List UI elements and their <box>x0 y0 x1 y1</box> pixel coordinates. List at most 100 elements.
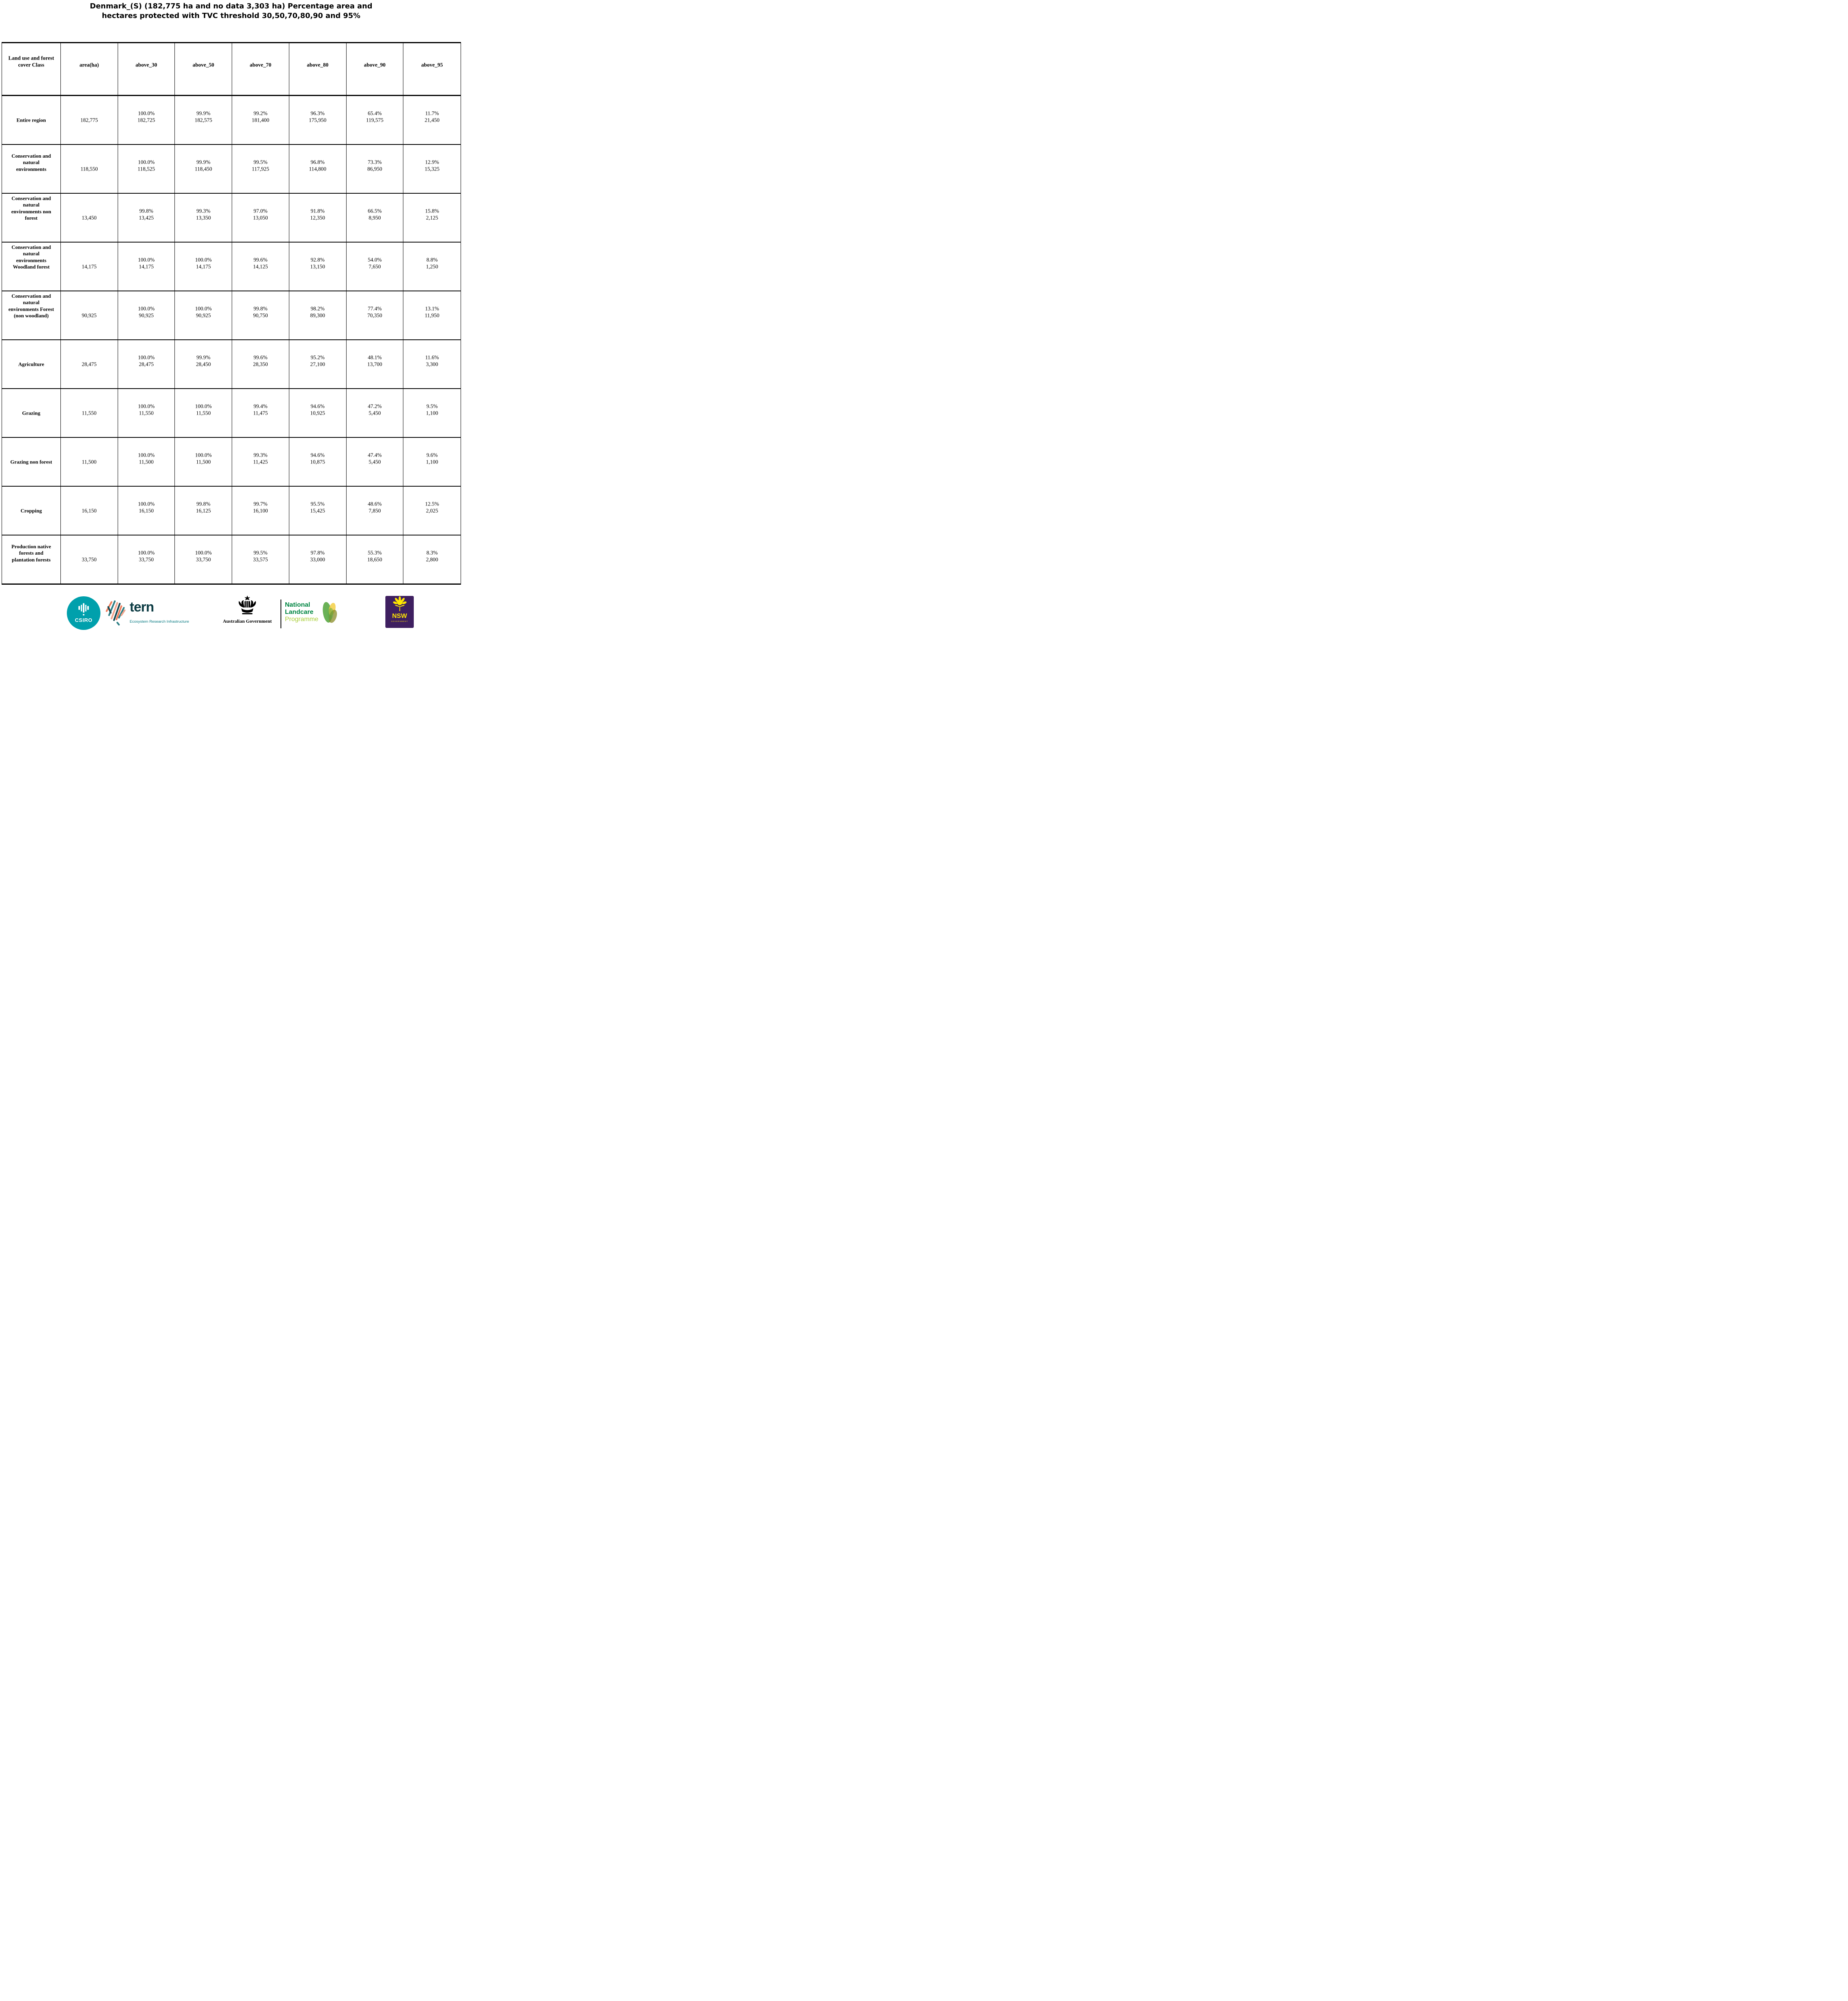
hectares-value: 1,250 <box>426 263 438 270</box>
percent-value: 99.8% <box>253 305 268 312</box>
hectares-value: 90,750 <box>253 312 268 319</box>
area-value: 16,150 <box>82 507 97 514</box>
percent-value: 100.0% <box>138 159 155 165</box>
tern-logo: tern Ecosystem Research Infrastructure <box>103 597 189 626</box>
threshold-cell: 92.8% 13,150 <box>289 243 347 291</box>
row-label-cell: Conservation and natural environments Fo… <box>2 291 61 339</box>
threshold-cell: 99.9% 182,575 <box>175 96 233 144</box>
area-value: 14,175 <box>82 263 97 270</box>
australian-government-logo: Australian Government <box>215 595 279 624</box>
column-header-label: above_80 <box>307 62 329 68</box>
area-cell: 13,450 <box>61 194 118 242</box>
threshold-values: 100.0% 14,175 <box>176 257 230 270</box>
hectares-value: 175,950 <box>309 117 327 123</box>
threshold-values: 96.8% 114,800 <box>291 159 345 172</box>
hectares-value: 90,925 <box>196 312 211 319</box>
threshold-values: 92.8% 13,150 <box>291 257 345 270</box>
threshold-cell: 11.6% 3,300 <box>403 340 461 388</box>
hectares-value: 7,850 <box>369 507 381 514</box>
threshold-cell: 77.4% 70,350 <box>347 291 404 339</box>
hectares-value: 12,350 <box>310 215 325 221</box>
threshold-values: 100.0% 11,500 <box>119 452 174 465</box>
hectares-value: 1,100 <box>426 410 438 416</box>
column-header-label: above_90 <box>364 62 386 68</box>
threshold-values: 99.3% 11,425 <box>233 452 288 465</box>
hectares-value: 13,425 <box>139 215 154 221</box>
hectares-value: 119,575 <box>366 117 384 123</box>
threshold-cell: 47.4% 5,450 <box>347 438 404 486</box>
threshold-values: 100.0% 90,925 <box>176 305 230 319</box>
threshold-cell: 47.2% 5,450 <box>347 389 404 437</box>
hectares-value: 15,425 <box>310 507 325 514</box>
csiro-label: CSIRO <box>75 617 92 623</box>
percent-value: 55.3% <box>367 549 382 556</box>
threshold-values: 100.0% 11,500 <box>176 452 230 465</box>
percent-value: 99.7% <box>253 501 268 507</box>
area-value: 118,550 <box>80 166 98 172</box>
threshold-values: 99.8% 13,425 <box>119 208 174 221</box>
hectares-value: 13,150 <box>310 263 325 270</box>
row-label-cell: Entire region <box>2 96 61 144</box>
threshold-values: 98.2% 89,300 <box>291 305 345 319</box>
percent-value: 100.0% <box>195 452 212 458</box>
threshold-cell: 95.5% 15,425 <box>289 487 347 535</box>
threshold-values: 100.0% 16,150 <box>119 501 174 514</box>
threshold-cell: 100.0% 90,925 <box>175 291 233 339</box>
land-use-table: Land use and forest cover Class area(ha) a… <box>2 42 461 585</box>
percent-value: 99.5% <box>253 549 268 556</box>
threshold-cell: 99.8% 16,125 <box>175 487 233 535</box>
threshold-values: 94.6% 10,925 <box>291 403 345 417</box>
csiro-dot-icon <box>83 614 84 616</box>
australia-map-icon <box>106 600 126 626</box>
percent-value: 73.3% <box>367 159 382 165</box>
row-label-cell: Conservation and natural environments <box>2 145 61 193</box>
table-row: Conservation and natural environments no… <box>2 193 461 242</box>
percent-value: 96.3% <box>311 110 325 116</box>
percent-value: 98.2% <box>311 305 325 312</box>
threshold-cell: 100.0% 14,175 <box>175 243 233 291</box>
column-header-3: above_50 <box>175 43 233 95</box>
percent-value: 12.9% <box>425 159 439 165</box>
nsw-government-logo: NSW GOVERNMENT <box>385 596 414 628</box>
percent-value: 8.3% <box>426 549 438 556</box>
hectares-value: 28,450 <box>196 361 211 367</box>
percent-value: 100.0% <box>138 501 155 507</box>
hectares-value: 33,000 <box>310 556 325 563</box>
percent-value: 11.7% <box>425 110 439 116</box>
table-row: Cropping 16,150 100.0% 16,150 99.8% 16,125 99.… <box>2 486 461 535</box>
threshold-values: 100.0% 14,175 <box>119 257 174 270</box>
hectares-value: 7,650 <box>369 263 381 270</box>
table-row: Grazing 11,550 100.0% 11,550 100.0% 11,550 99.… <box>2 388 461 437</box>
threshold-values: 77.4% 70,350 <box>348 305 402 319</box>
area-value: 13,450 <box>82 215 97 221</box>
percent-value: 100.0% <box>138 257 155 263</box>
hectares-value: 182,575 <box>194 117 212 123</box>
hectares-value: 118,450 <box>194 166 212 172</box>
nsw-label: NSW <box>392 613 407 620</box>
row-label-cell: Cropping <box>2 487 61 535</box>
hectares-value: 3,300 <box>426 361 438 367</box>
percent-value: 100.0% <box>138 403 155 409</box>
table-row: Agriculture 28,475 100.0% 28,475 99.9% 28,450… <box>2 339 461 388</box>
percent-value: 91.8% <box>311 208 325 214</box>
row-label: Conservation and natural environments no… <box>11 195 51 221</box>
threshold-values: 9.6% 1,100 <box>405 452 459 465</box>
hectares-value: 114,800 <box>309 166 327 172</box>
percent-value: 95.5% <box>311 501 325 507</box>
hectares-value: 11,475 <box>253 410 268 416</box>
threshold-values: 95.2% 27,100 <box>291 354 345 368</box>
area-cell: 182,775 <box>61 96 118 144</box>
threshold-values: 100.0% 118,525 <box>119 159 174 172</box>
threshold-values: 99.4% 11,475 <box>233 403 288 417</box>
column-header-6: above_90 <box>347 43 404 95</box>
percent-value: 13.1% <box>425 305 439 312</box>
hectares-value: 15,325 <box>425 166 440 172</box>
area-cell: 14,175 <box>61 243 118 291</box>
percent-value: 66.5% <box>367 208 382 214</box>
threshold-cell: 99.5% 117,925 <box>232 145 289 193</box>
column-header-label: above_70 <box>249 62 271 68</box>
hectares-value: 13,700 <box>367 361 382 367</box>
threshold-cell: 100.0% 11,550 <box>175 389 233 437</box>
australian-government-label: Australian Government <box>222 618 272 624</box>
hectares-value: 33,750 <box>139 556 154 563</box>
